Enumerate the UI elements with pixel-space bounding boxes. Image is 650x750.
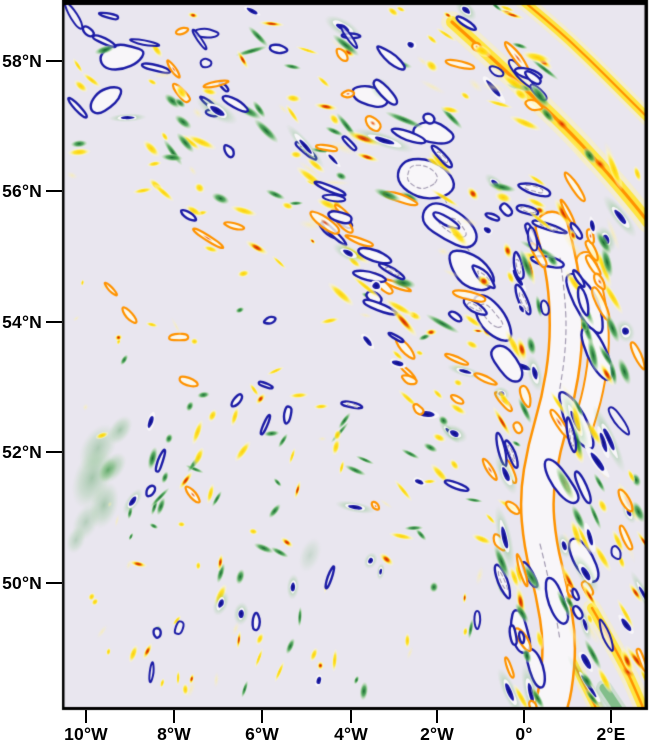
y-axis-tick — [46, 450, 62, 454]
x-axis-tick-label: 2°E — [596, 724, 626, 744]
x-axis-tick — [522, 710, 526, 723]
y-axis-tick-label: 52°N — [2, 442, 42, 462]
x-axis-tick-label: 0° — [515, 724, 533, 744]
x-axis-tick-label: 2°W — [420, 724, 454, 744]
x-axis-tick — [609, 710, 613, 723]
y-axis-tick-label: 56°N — [2, 181, 42, 201]
x-axis-tick-label: 4°W — [334, 724, 368, 744]
y-axis-tick-label: 50°N — [2, 573, 42, 593]
x-axis-tick — [349, 710, 353, 723]
y-axis-tick-label: 58°N — [2, 51, 42, 71]
x-axis-tick-label: 10°W — [64, 724, 108, 744]
x-axis-tick — [260, 710, 264, 723]
y-axis-tick — [46, 59, 62, 63]
y-axis-tick — [46, 581, 62, 585]
y-axis-tick-label: 54°N — [2, 312, 42, 332]
y-axis-tick — [46, 320, 62, 324]
x-axis-tick-label: 6°W — [245, 724, 279, 744]
x-axis-tick — [435, 710, 439, 723]
x-axis-tick — [84, 710, 88, 723]
x-axis-tick-label: 8°W — [157, 724, 191, 744]
y-axis-tick — [46, 189, 62, 193]
x-axis-tick — [172, 710, 176, 723]
